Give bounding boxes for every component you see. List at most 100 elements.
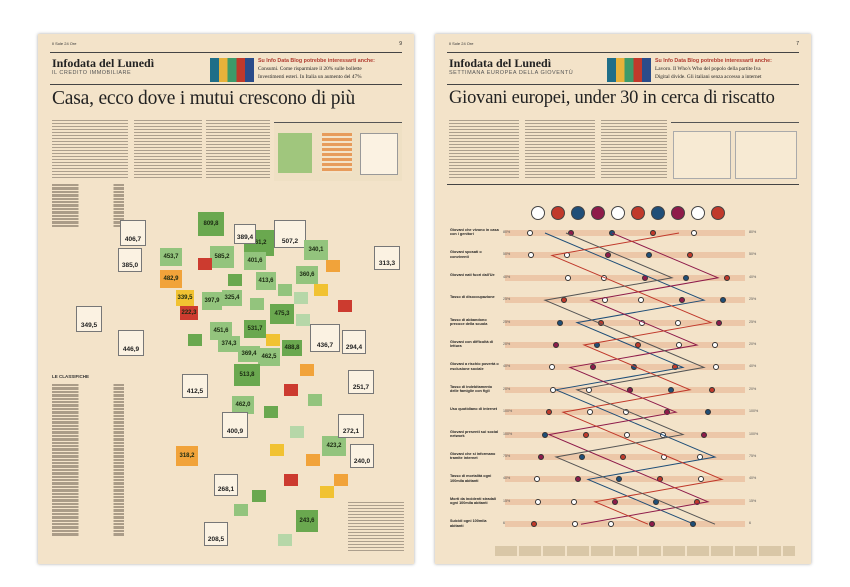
province-tile (334, 474, 348, 486)
province-callout: 400,9 (222, 412, 248, 438)
province-tile (306, 454, 320, 466)
country-marker (664, 409, 670, 416)
province-cell: 513,8 (234, 364, 260, 386)
mini-map (278, 133, 312, 173)
indicator-label: Tasso di abbandono precoce della scuola (450, 317, 488, 326)
province-callout: 349,5 (76, 306, 102, 332)
province-tile (326, 260, 340, 272)
headline-rule (447, 84, 799, 85)
headline: Casa, ecco dove i mutui crescono di più (52, 88, 356, 109)
country-marker (709, 386, 715, 393)
province-tile (234, 504, 248, 516)
section-title: Infodata del Lunedì (52, 56, 155, 70)
province-tile (320, 486, 334, 498)
country-marker (565, 274, 571, 281)
article-text-column (449, 120, 519, 180)
scale-label: 25% (749, 319, 757, 324)
country-marker (553, 342, 559, 348)
indicator-label: Uso quotidiano di internet (450, 407, 498, 412)
scale-label: 40% (503, 476, 511, 481)
province-cell: 340,1 (304, 240, 328, 260)
article-text-column (134, 120, 202, 180)
country-marker (713, 364, 719, 371)
promo-line-1: Consumi. Come risparmiare il 20% sulle b… (258, 66, 362, 72)
promo-heading: Su Info Data Blog potrebbe interessarti … (655, 58, 772, 64)
country-marker (542, 431, 548, 438)
article-text-column (601, 120, 667, 180)
mini-bar-chart (322, 133, 352, 173)
country-marker (579, 454, 585, 460)
province-cell: 488,8 (282, 340, 302, 356)
country-marker (649, 521, 655, 528)
indicator-stripe (505, 274, 745, 281)
province-callout: 313,3 (374, 246, 400, 270)
country-marker (535, 498, 541, 505)
indicator-label: Giovani a rischio povertà o esclusione s… (450, 362, 499, 371)
indicator-label: Morti da incidenti stradali ogni 100mila… (450, 496, 496, 506)
country-marker (720, 297, 726, 304)
province-callout: 436,7 (310, 324, 340, 352)
scale-label: 6 (503, 521, 505, 526)
province-cell: 369,4 (238, 346, 260, 362)
province-cell: 339,5 (176, 290, 194, 306)
province-cell: 531,7 (244, 320, 266, 338)
country-marker (605, 252, 611, 259)
country-circle (651, 206, 665, 220)
country-marker (587, 409, 593, 416)
country-marker (675, 319, 681, 326)
scale-label: 40% (749, 274, 757, 279)
scale-label: 20% (503, 386, 511, 391)
promo-graphic (210, 58, 254, 82)
province-cell: 423,2 (322, 436, 346, 456)
province-cell: 222,3 (180, 306, 198, 320)
province-tile (278, 284, 292, 296)
province-tile (270, 444, 284, 456)
promo-line-2: Investimenti esteri. In Italia un aument… (258, 74, 362, 80)
indicator-label: Giovani presenti sui social network (450, 429, 499, 438)
country-circle (531, 206, 545, 220)
indicator-stripe (505, 364, 745, 371)
promo-line-2: Digital divide. Gli italiani senza acces… (655, 74, 762, 80)
country-marker (672, 364, 678, 371)
scale-label: 15% (749, 498, 757, 503)
mini-card (360, 133, 398, 175)
province-tile (250, 298, 264, 310)
province-tile (314, 284, 328, 296)
indicator-label: Tasso di disoccupazione (450, 295, 495, 300)
country-marker (679, 297, 685, 304)
indicator-label: Giovani che vivono in casa con i genitor… (450, 228, 499, 237)
country-marker (712, 342, 718, 348)
section-subtitle: IL CREDITO IMMOBILIARE (52, 70, 132, 76)
country-marker (612, 498, 618, 505)
country-marker (620, 454, 626, 460)
section-title: Infodata del Lunedì (449, 56, 552, 70)
province-cell: 325,4 (222, 290, 242, 306)
country-marker (691, 230, 697, 236)
country-marker (716, 319, 722, 326)
country-marker (694, 498, 700, 505)
province-callout: 240,0 (350, 444, 374, 468)
scale-label: 50% (503, 252, 511, 257)
scale-label: 80% (749, 230, 757, 234)
country-trajectory (543, 232, 716, 525)
methodology-note (348, 502, 404, 552)
province-cell: 243,6 (296, 510, 318, 532)
indicator-stripe (505, 386, 745, 393)
country-marker (572, 521, 578, 528)
scale-label: 20% (749, 386, 757, 391)
country-circle (591, 206, 605, 220)
country-circle (611, 206, 625, 220)
country-marker (650, 230, 656, 236)
province-cell: 585,2 (210, 246, 234, 268)
indicator-label: Giovani che si informano tramite interne… (450, 452, 496, 461)
country-marker (561, 297, 567, 304)
article-text-column (206, 120, 270, 180)
province-callout: 385,0 (118, 248, 142, 272)
article-text-column (525, 120, 595, 180)
country-marker (624, 431, 630, 438)
youth-indicators-chart: Giovani che vivono in casa con i genitor… (435, 34, 811, 564)
scale-label: 20% (749, 342, 757, 346)
scale-label: 6 (749, 521, 751, 526)
indicator-label: Giovani con difficoltà di lettura (450, 340, 494, 349)
indicator-stripe (505, 230, 745, 236)
